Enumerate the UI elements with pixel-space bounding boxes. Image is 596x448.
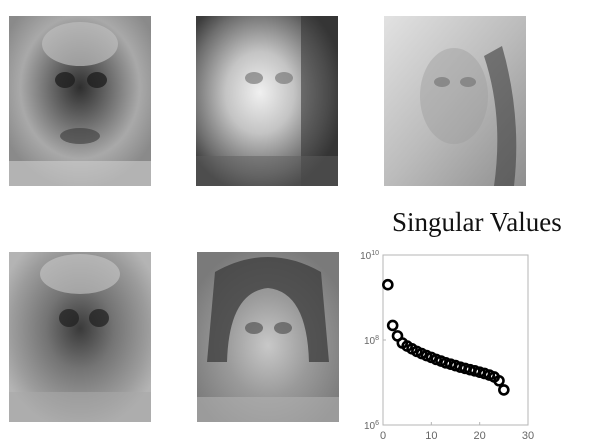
y-tick-label: 106	[364, 420, 379, 432]
eigenface-image-3	[384, 16, 526, 186]
y-tick-label: 1010	[360, 250, 379, 262]
singular-values-chart: 0 10 20 30 106 108 1010	[360, 250, 534, 442]
eigenface-image-5	[197, 252, 339, 422]
plot-area	[382, 254, 529, 426]
eigenface-image-4	[9, 252, 151, 422]
data-point	[386, 319, 399, 332]
x-tick-label: 0	[380, 430, 386, 442]
chart-title: Singular Values	[392, 207, 562, 237]
data-point	[498, 384, 510, 396]
y-tick-label: 108	[364, 335, 379, 347]
eigenface-image-2	[196, 16, 338, 186]
data-point	[493, 374, 505, 387]
data-point	[382, 278, 394, 291]
x-tick-label: 20	[474, 430, 486, 442]
eigenface-image-1	[9, 16, 151, 186]
x-tick-label: 30	[522, 430, 534, 442]
x-tick-label: 10	[425, 430, 437, 442]
